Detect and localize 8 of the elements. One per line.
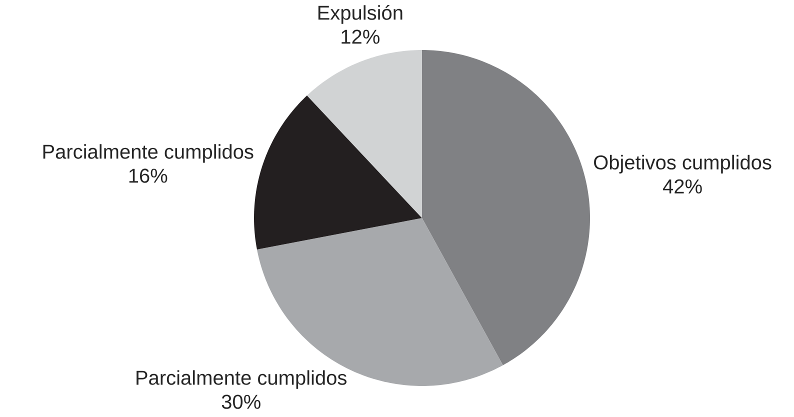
slice-label: Parcialmente cumplidos bbox=[136, 370, 346, 389]
data-label: 30% bbox=[222, 394, 260, 409]
data-label: 42% bbox=[662, 179, 702, 194]
data-label: 12% bbox=[342, 30, 380, 44]
slice-label: Objetivos cumplidos bbox=[594, 154, 772, 174]
slice-label: Expulsión bbox=[318, 4, 402, 24]
slice-label: Parcialmente cumplidos bbox=[43, 144, 254, 163]
data-label: 16% bbox=[129, 168, 168, 183]
